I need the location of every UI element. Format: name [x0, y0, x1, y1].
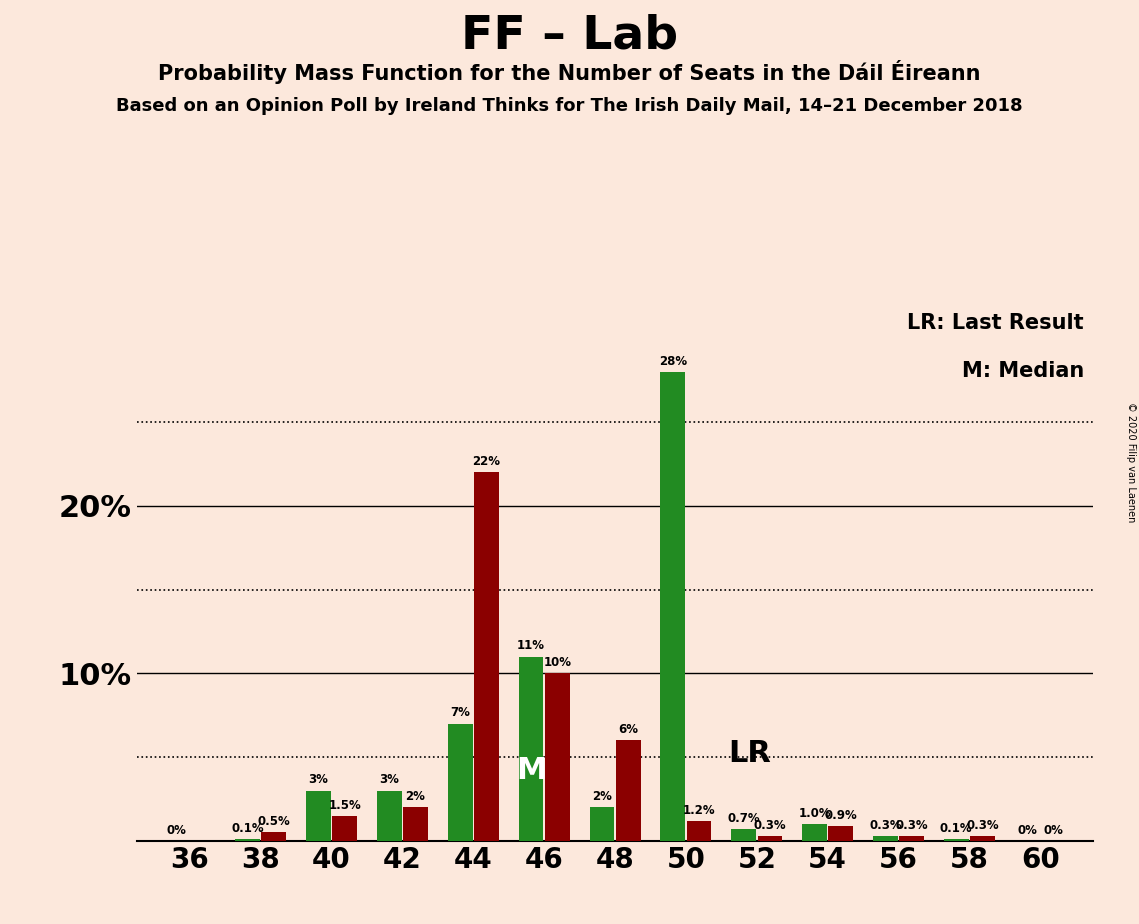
Text: © 2020 Filip van Laenen: © 2020 Filip van Laenen: [1126, 402, 1136, 522]
Text: 11%: 11%: [517, 639, 546, 652]
Text: 22%: 22%: [473, 456, 500, 468]
Text: Based on an Opinion Poll by Ireland Thinks for The Irish Daily Mail, 14–21 Decem: Based on an Opinion Poll by Ireland Thin…: [116, 97, 1023, 115]
Bar: [403, 808, 428, 841]
Bar: [900, 836, 924, 841]
Text: 0%: 0%: [1043, 823, 1064, 836]
Bar: [544, 674, 570, 841]
Text: M: M: [516, 757, 547, 785]
Bar: [448, 723, 473, 841]
Text: M: Median: M: Median: [961, 361, 1084, 382]
Bar: [616, 740, 640, 841]
Text: Probability Mass Function for the Number of Seats in the Dáil Éireann: Probability Mass Function for the Number…: [158, 60, 981, 84]
Text: 1.2%: 1.2%: [682, 804, 715, 817]
Text: 0%: 0%: [1017, 823, 1038, 836]
Bar: [333, 816, 358, 841]
Text: 0%: 0%: [166, 823, 187, 836]
Text: 0.1%: 0.1%: [940, 822, 973, 835]
Text: FF – Lab: FF – Lab: [461, 14, 678, 59]
Bar: [590, 808, 614, 841]
Bar: [262, 833, 286, 841]
Text: LR: Last Result: LR: Last Result: [908, 313, 1084, 333]
Text: 2%: 2%: [592, 790, 612, 803]
Text: 7%: 7%: [450, 707, 470, 720]
Bar: [872, 836, 898, 841]
Text: 2%: 2%: [405, 790, 426, 803]
Text: 3%: 3%: [379, 773, 400, 786]
Bar: [944, 839, 968, 841]
Text: LR: LR: [729, 739, 771, 768]
Text: 1.5%: 1.5%: [328, 798, 361, 811]
Text: 6%: 6%: [618, 723, 638, 736]
Bar: [518, 657, 543, 841]
Bar: [970, 836, 995, 841]
Text: 0.3%: 0.3%: [966, 819, 999, 832]
Text: 3%: 3%: [309, 773, 328, 786]
Text: 28%: 28%: [658, 355, 687, 368]
Text: 10%: 10%: [543, 656, 572, 669]
Text: 0.3%: 0.3%: [895, 819, 928, 832]
Text: 0.9%: 0.9%: [825, 808, 858, 821]
Bar: [235, 839, 260, 841]
Bar: [731, 829, 756, 841]
Bar: [687, 821, 712, 841]
Bar: [757, 836, 782, 841]
Text: 1.0%: 1.0%: [798, 807, 830, 820]
Bar: [802, 824, 827, 841]
Text: 0.1%: 0.1%: [231, 822, 264, 835]
Text: 0.7%: 0.7%: [728, 812, 760, 825]
Bar: [306, 791, 330, 841]
Text: 0.3%: 0.3%: [869, 819, 902, 832]
Text: 0.3%: 0.3%: [754, 819, 786, 832]
Text: 0.5%: 0.5%: [257, 815, 290, 828]
Bar: [828, 826, 853, 841]
Bar: [474, 472, 499, 841]
Bar: [661, 372, 686, 841]
Bar: [377, 791, 402, 841]
